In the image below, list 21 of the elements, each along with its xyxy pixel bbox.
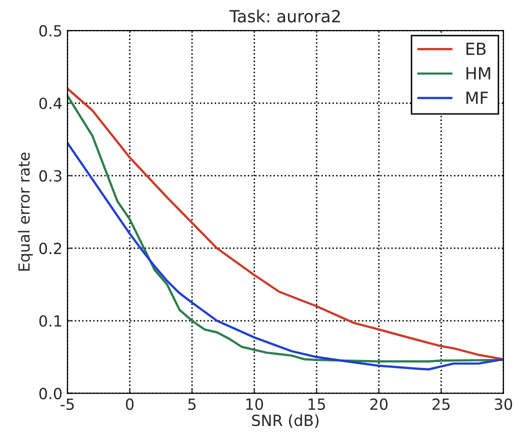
y-axis-title: Equal error rate [18,152,33,271]
x-axis-title: SNR (dB) [252,414,318,428]
legend-label: EB [466,42,486,55]
x-tick-label: 20 [370,398,388,410]
y-tick-label: 0.3 [39,170,62,182]
y-tick-label: 0.5 [39,25,62,37]
x-tick-label: 25 [432,398,450,410]
x-tick-label: 0 [126,398,134,410]
x-tick-label: 10 [246,398,264,410]
line-series [67,142,504,370]
x-tick-label: 5 [188,398,196,410]
y-tick-label: 0.0 [39,388,62,400]
x-tick-label: -5 [60,398,74,410]
y-tick-label: 0.2 [39,242,62,254]
legend-label: MF [466,92,488,104]
y-tick-label: 0.4 [39,98,62,110]
legend-label: HM [466,67,490,80]
chart-title: Task: aurora2 [229,10,340,22]
x-tick-label: 30 [494,398,512,410]
y-tick-label: 0.1 [39,315,62,327]
x-tick-label: 15 [308,398,325,410]
